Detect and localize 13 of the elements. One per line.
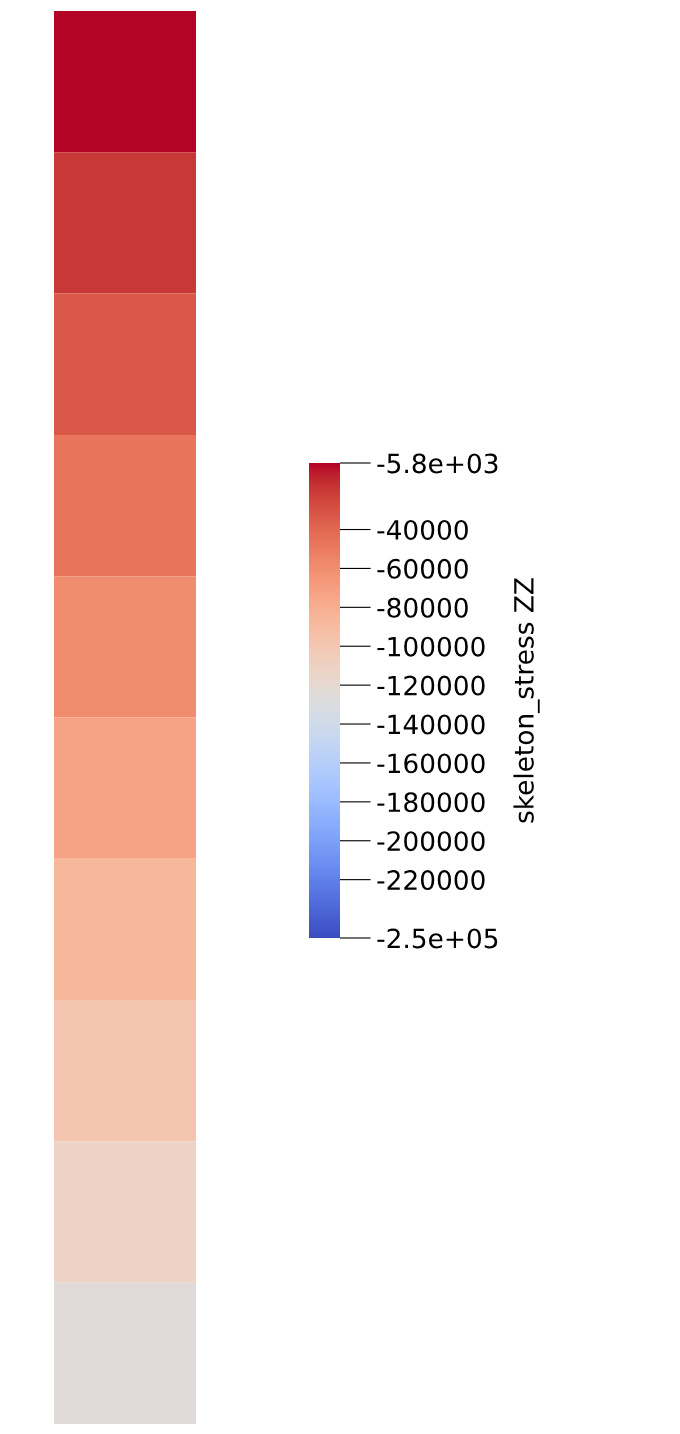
color-bar-label: -220000: [377, 870, 485, 891]
color-bar-title: skeleton_stress ZZ: [513, 578, 540, 823]
color-bar-label: -40000: [377, 519, 468, 540]
color-bar-label: -180000: [377, 792, 485, 813]
color-bar-label: -80000: [377, 597, 468, 618]
color-bar-label: -200000: [377, 831, 485, 852]
color-bar-label: -2.5e+05: [377, 928, 498, 949]
color-bar-label: -160000: [377, 753, 485, 774]
color-bar-label: -5.8e+03: [377, 453, 498, 474]
color-bar-label: -120000: [377, 675, 485, 696]
color-bar-label: -140000: [377, 714, 485, 735]
color-bar-label: -100000: [377, 636, 485, 657]
color-bar-label: -60000: [377, 558, 468, 579]
